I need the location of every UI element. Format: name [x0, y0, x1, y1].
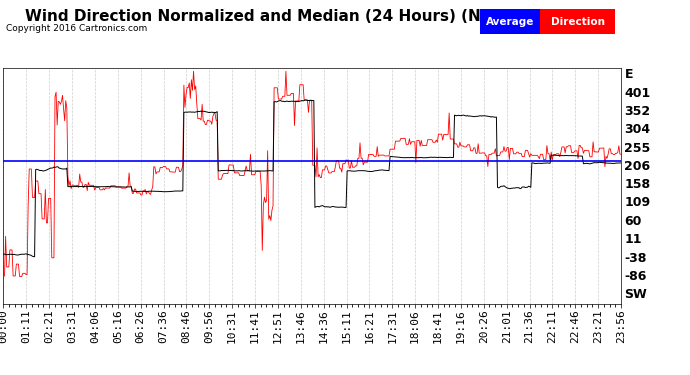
Text: 401: 401 — [624, 87, 651, 100]
Text: 60: 60 — [624, 215, 642, 228]
Text: SW: SW — [624, 288, 647, 301]
Text: 304: 304 — [624, 123, 651, 136]
Text: -86: -86 — [624, 270, 647, 282]
Text: Wind Direction Normalized and Median (24 Hours) (New) 20160907: Wind Direction Normalized and Median (24… — [26, 9, 602, 24]
Text: 158: 158 — [624, 178, 651, 191]
Text: E: E — [624, 69, 633, 81]
Text: Direction: Direction — [551, 16, 604, 27]
Text: Average: Average — [486, 16, 534, 27]
Text: -38: -38 — [624, 252, 647, 264]
Text: 11: 11 — [624, 233, 642, 246]
Text: 206: 206 — [624, 160, 651, 173]
Text: 109: 109 — [624, 196, 651, 209]
Text: Copyright 2016 Cartronics.com: Copyright 2016 Cartronics.com — [6, 24, 147, 33]
Text: 352: 352 — [624, 105, 651, 118]
Text: 255: 255 — [624, 142, 651, 154]
